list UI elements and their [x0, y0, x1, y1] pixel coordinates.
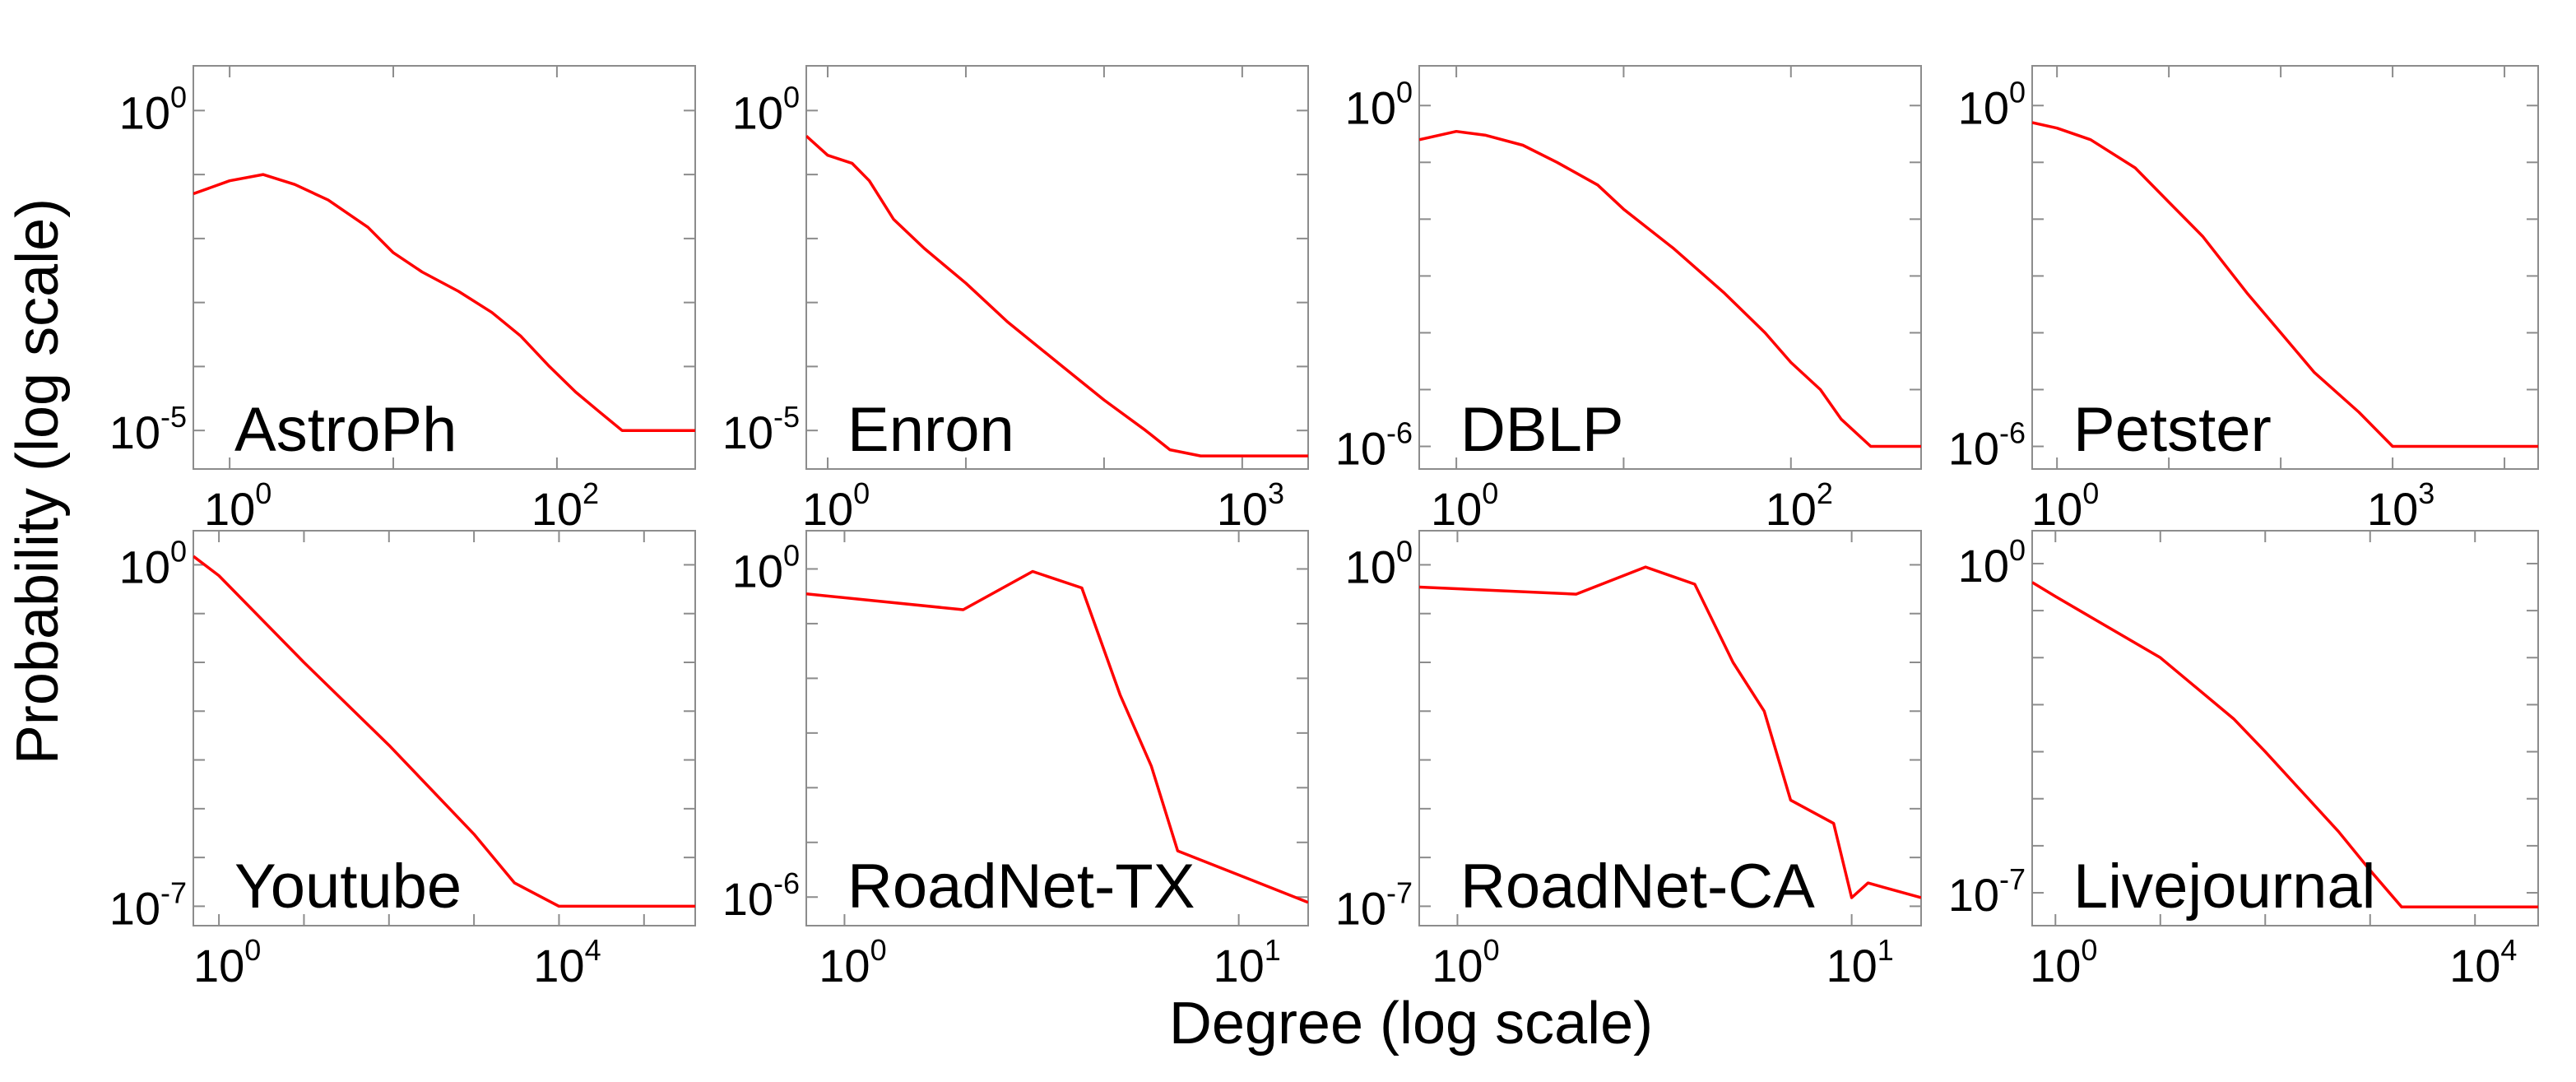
panel-title: Enron: [847, 395, 1014, 465]
x-tick-label: 100: [193, 933, 261, 991]
x-tick-label: 101: [1213, 933, 1280, 991]
panel-frame: [1418, 65, 1922, 470]
panel-frame: [193, 530, 696, 926]
panel-frame: [1418, 530, 1922, 926]
panel-title: RoadNet-TX: [847, 852, 1195, 922]
x-tick-label: 100: [819, 933, 886, 991]
y-tick-label: 10-6: [1335, 416, 1413, 475]
minor-ticks: [193, 66, 695, 469]
x-tick-label: 100: [1432, 933, 1499, 991]
panel-frame: [805, 65, 1309, 470]
series-line-enron: [806, 134, 1308, 457]
series-line-livejournal: [2032, 581, 2538, 909]
panel-astroph: AstroPh 100 102 100 10-5: [109, 65, 696, 535]
x-axis-label: Degree (log scale): [1169, 991, 1653, 1056]
y-tick-label: 10-7: [1335, 875, 1413, 934]
minor-ticks: [193, 531, 695, 926]
y-tick-label: 100: [1958, 533, 2026, 592]
x-tick-label: 100: [1431, 476, 1498, 535]
panel-roadnet-ca: RoadNet-CA 100 101 100 10-7: [1335, 530, 1922, 991]
x-tick-label: 100: [204, 476, 272, 535]
series-line-dblp: [1419, 129, 1921, 448]
panel-frame: [805, 530, 1309, 926]
y-tick-label: 100: [732, 80, 800, 138]
panel-frame: [193, 65, 696, 470]
minor-ticks: [806, 531, 1308, 926]
x-tick-label: 101: [1826, 933, 1893, 991]
y-tick-label: 10-7: [109, 875, 187, 934]
y-tick-label: 100: [119, 534, 187, 592]
panel-title: Petster: [2073, 395, 2272, 465]
y-tick-label: 10-6: [722, 866, 800, 925]
y-tick-label: 10-6: [1948, 416, 2026, 475]
minor-ticks: [806, 66, 1308, 469]
x-tick-label: 104: [533, 933, 601, 991]
panel-frame: [2031, 530, 2539, 926]
panel-roadnet-tx: RoadNet-TX 100 101 100 10-6: [722, 530, 1309, 991]
panel-title: DBLP: [1460, 395, 1624, 465]
y-tick-label: 100: [1958, 75, 2026, 133]
panel-frame: [2031, 65, 2539, 470]
y-tick-label: 100: [732, 538, 800, 597]
series-line-petster: [2032, 121, 2538, 448]
x-tick-label: 102: [531, 476, 599, 535]
series-line-youtube: [193, 555, 695, 908]
x-tick-label: 103: [2367, 476, 2434, 535]
y-tick-label: 10-5: [109, 400, 187, 458]
x-tick-label: 102: [1766, 476, 1833, 535]
x-tick-label: 104: [2449, 933, 2517, 991]
x-tick-label: 103: [1217, 476, 1284, 535]
panel-title: Youtube: [234, 852, 462, 922]
panel-title: RoadNet-CA: [1460, 852, 1815, 922]
minor-ticks: [1419, 531, 1921, 926]
series-line-roadnet-ca: [1419, 565, 1921, 899]
x-tick-label: 100: [802, 476, 870, 535]
minor-ticks: [2032, 531, 2538, 926]
y-tick-label: 100: [1345, 75, 1413, 133]
panel-title: Livejournal: [2073, 852, 2376, 922]
y-axis-label: Probability (log scale): [5, 198, 71, 764]
series-line-astroph: [193, 173, 695, 432]
y-tick-label: 10-5: [722, 400, 800, 458]
series-line-roadnet-tx: [806, 569, 1308, 904]
panel-title: AstroPh: [234, 395, 457, 465]
x-tick-label: 100: [2031, 476, 2099, 535]
y-tick-label: 10-7: [1948, 862, 2026, 921]
x-tick-label: 100: [2030, 933, 2097, 991]
y-tick-label: 100: [119, 80, 187, 138]
panel-dblp: DBLP 100 102 100 10-6: [1335, 65, 1922, 535]
y-tick-label: 100: [1345, 534, 1413, 592]
